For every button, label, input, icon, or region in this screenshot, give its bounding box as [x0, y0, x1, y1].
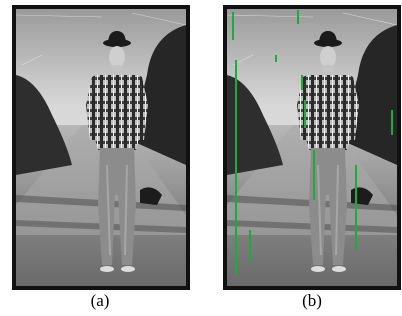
photo [12, 5, 190, 290]
page: (a) (b) (() => { const data = JSON.parse… [0, 0, 402, 316]
panel-b: (b) [223, 5, 401, 310]
panel-label: (b) [302, 291, 322, 310]
panel-label: (a) [91, 291, 110, 310]
panel-a: (a) [12, 5, 190, 310]
figure: (a) (b) [0, 0, 402, 316]
